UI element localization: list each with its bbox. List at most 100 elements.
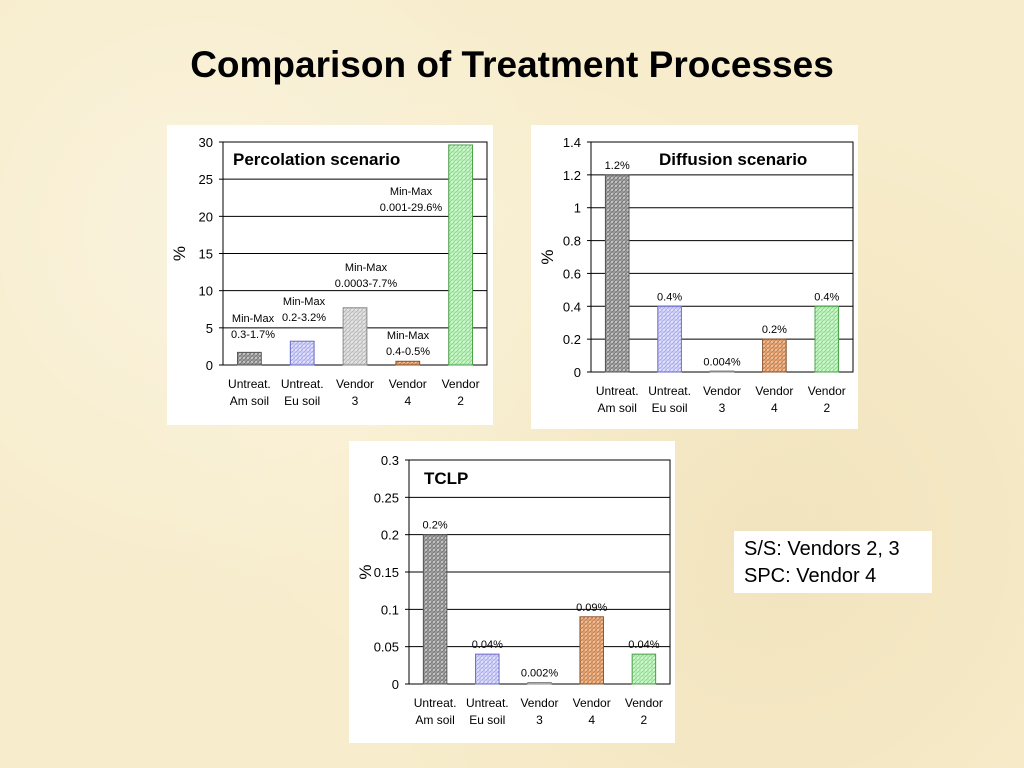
y-tick-label: 0 xyxy=(206,358,213,373)
treatment-note: S/S: Vendors 2, 3 SPC: Vendor 4 xyxy=(734,531,932,593)
y-tick-label: 0.05 xyxy=(374,640,399,655)
x-tick-label: Am soil xyxy=(230,394,269,408)
y-tick-label: 0.15 xyxy=(374,565,399,580)
data-label: 0.04% xyxy=(472,639,503,651)
bar xyxy=(762,338,787,373)
bar xyxy=(422,534,448,685)
bar xyxy=(527,682,552,685)
x-tick-label: Untreat. xyxy=(281,377,324,391)
chart-title: Diffusion scenario xyxy=(659,150,807,169)
bar xyxy=(448,144,473,366)
y-tick-label: 0.2 xyxy=(381,528,399,543)
x-tick-label: Vendor xyxy=(755,384,793,398)
data-label: 0.2-3.2% xyxy=(282,312,326,324)
percolation-chart: 0 5 10 15 20 25 30% Percolation scenario Untreat… xyxy=(167,125,493,425)
x-tick-label: Vendor xyxy=(625,696,663,710)
y-tick-label: 0 xyxy=(574,365,581,380)
data-label: 0.4% xyxy=(814,291,839,303)
x-tick-label: 3 xyxy=(536,713,543,727)
x-tick-label: Am soil xyxy=(598,401,637,415)
x-tick-label: 2 xyxy=(457,394,464,408)
data-label: 0.3-1.7% xyxy=(231,329,275,341)
data-label: Min-Max xyxy=(283,296,326,308)
y-tick-label: 0.3 xyxy=(381,453,399,468)
x-tick-label: Untreat. xyxy=(596,384,639,398)
chart-title: TCLP xyxy=(424,469,468,488)
data-label: Min-Max xyxy=(345,262,388,274)
x-tick-label: 2 xyxy=(823,401,830,415)
y-tick-label: 1.4 xyxy=(563,135,581,150)
y-tick-label: 30 xyxy=(199,135,213,150)
x-tick-label: Eu soil xyxy=(284,394,320,408)
x-tick-label: 4 xyxy=(771,401,778,415)
data-label: 0.4-0.5% xyxy=(386,346,430,358)
bar xyxy=(475,653,500,685)
diffusion-chart-svg: 0 0.2 0.4 0.6 0.8 1 1.2 1.4% Diffusion scenario U… xyxy=(538,135,854,415)
data-label: Min-Max xyxy=(390,186,433,198)
diffusion-chart: 0 0.2 0.4 0.6 0.8 1 1.2 1.4% Diffusion scenario U… xyxy=(531,125,858,429)
percolation-chart-svg: 0 5 10 15 20 25 30% Percolation scenario Untreat… xyxy=(170,135,488,408)
data-label: 0.2% xyxy=(423,520,448,532)
x-tick-label: 4 xyxy=(404,394,411,408)
bar xyxy=(237,351,262,366)
x-tick-label: Vendor xyxy=(703,384,741,398)
bar xyxy=(657,305,682,373)
y-tick-label: 0.4 xyxy=(563,299,581,314)
bar xyxy=(814,305,840,373)
y-tick-label: 1.2 xyxy=(563,168,581,183)
x-tick-label: Vendor xyxy=(442,377,480,391)
y-tick-label: 0.6 xyxy=(563,266,581,281)
bar xyxy=(289,340,315,366)
data-label: 0.002% xyxy=(521,668,559,680)
y-axis-label: % xyxy=(170,246,189,261)
x-tick-label: Eu soil xyxy=(652,401,688,415)
bar xyxy=(395,360,421,366)
data-label: Min-Max xyxy=(387,330,430,342)
data-label: 0.0003-7.7% xyxy=(335,278,398,290)
x-tick-label: Vendor xyxy=(336,377,374,391)
x-tick-label: Untreat. xyxy=(414,696,457,710)
y-tick-label: 0.8 xyxy=(563,234,581,249)
y-tick-label: 10 xyxy=(199,284,213,299)
tclp-chart: 0 0.05 0.1 0.15 0.2 0.25 0.3% TCLP Untreat. Am so… xyxy=(349,441,675,743)
data-label: 0.001-29.6% xyxy=(380,202,443,214)
y-tick-label: 5 xyxy=(206,321,213,336)
data-label: 0.2% xyxy=(762,324,787,336)
bar xyxy=(579,616,604,685)
x-tick-label: 3 xyxy=(719,401,726,415)
x-tick-label: Vendor xyxy=(520,696,558,710)
y-axis-label: % xyxy=(538,249,557,264)
y-tick-label: 0.25 xyxy=(374,490,399,505)
bar xyxy=(631,653,657,685)
y-tick-label: 0 xyxy=(392,677,399,692)
y-tick-label: 1 xyxy=(574,201,581,216)
y-tick-label: 0.2 xyxy=(563,332,581,347)
bar xyxy=(709,370,735,373)
bar xyxy=(342,307,368,366)
y-axis-label: % xyxy=(356,564,375,579)
data-label: 0.04% xyxy=(628,639,659,651)
y-tick-label: 15 xyxy=(199,247,213,262)
x-tick-label: Untreat. xyxy=(228,377,271,391)
x-tick-label: Vendor xyxy=(808,384,846,398)
tclp-chart-svg: 0 0.05 0.1 0.15 0.2 0.25 0.3% TCLP Untreat. Am so… xyxy=(356,453,671,727)
x-tick-label: Eu soil xyxy=(469,713,505,727)
slide-title: Comparison of Treatment Processes xyxy=(190,44,834,85)
data-label: 0.4% xyxy=(657,291,682,303)
plot-frame xyxy=(590,141,854,373)
x-tick-label: Am soil xyxy=(415,713,454,727)
x-tick-label: Untreat. xyxy=(466,696,509,710)
data-label: 0.004% xyxy=(703,356,741,368)
y-tick-label: 0.1 xyxy=(381,602,399,617)
x-tick-label: 3 xyxy=(352,394,359,408)
data-label: 0.09% xyxy=(576,602,607,614)
bar xyxy=(604,174,630,373)
y-tick-label: 25 xyxy=(199,172,213,187)
x-tick-label: Vendor xyxy=(573,696,611,710)
data-label: Min-Max xyxy=(232,313,275,325)
chart-title: Percolation scenario xyxy=(233,150,400,169)
y-tick-label: 20 xyxy=(199,209,213,224)
x-tick-label: Untreat. xyxy=(648,384,691,398)
note-line-ss: S/S: Vendors 2, 3 xyxy=(744,538,900,560)
x-tick-label: 4 xyxy=(588,713,595,727)
